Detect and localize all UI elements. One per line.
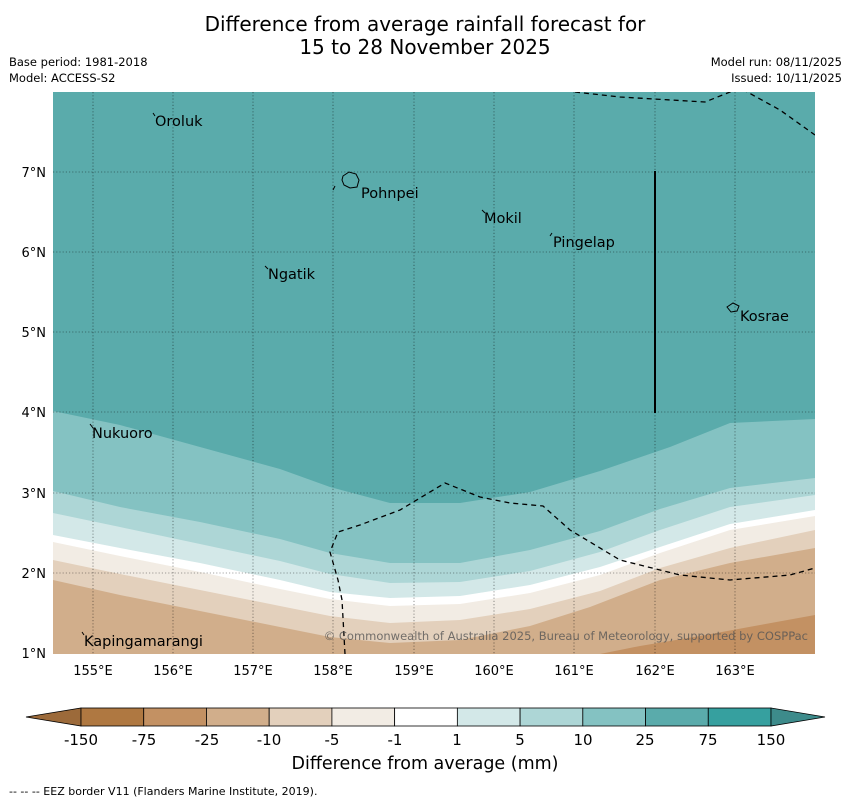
pohnpei-reef-icon: [332, 185, 336, 191]
colorbar-segments: [80, 707, 772, 727]
model-run: Model run: 08/11/2025: [710, 55, 842, 69]
mokil-atoll-mark: [481, 209, 486, 214]
model-name: Model: ACCESS-S2: [9, 71, 116, 85]
eez-borders: [329, 92, 815, 654]
latitude-axis: 7°N 6°N 5°N 4°N 3°N 2°N 1°N: [22, 166, 47, 662]
colorbar-tick-label: 1: [452, 731, 462, 749]
colorbar-title: Difference from average (mm): [291, 754, 559, 774]
base-period: Base period: 1981-2018: [9, 55, 148, 69]
eez-border-south: [329, 482, 815, 654]
colorbar-segment: [519, 707, 584, 727]
kapingamarangi-atoll-mark: [81, 631, 85, 636]
colorbar-segment: [645, 707, 709, 727]
nukuoro-atoll-mark: [89, 423, 94, 429]
lat-label-1: 1°N: [22, 647, 47, 662]
lat-label-5: 5°N: [22, 326, 47, 341]
eez-legend-note: -- -- -- EEZ border V11 (Flanders Marine…: [9, 785, 318, 798]
place-label-oroluk: Oroluk: [155, 114, 203, 130]
colorbar-tick-label: 75: [698, 731, 717, 749]
colorbar-segment: [707, 707, 772, 727]
colorbar-tick-labels: -150 -75 -25 -10 -5 -1 1 5 10 25 75 150: [64, 731, 785, 749]
copyright-notice: © Commonwealth of Australia 2025, Bureau…: [324, 629, 808, 643]
colorbar-segment: [582, 707, 646, 727]
colorbar-tick-label: -1: [388, 731, 403, 749]
ngatik-atoll-mark: [264, 265, 269, 270]
lat-label-3: 3°N: [22, 487, 47, 502]
band-minus75-to-minus25: [600, 615, 815, 654]
pohnpei-island-icon: [341, 171, 360, 189]
colorbar: -150 -75 -25 -10 -5 -1 1 5 10 25 75 150: [25, 707, 826, 749]
place-label-kosrae: Kosrae: [740, 309, 789, 325]
longitude-axis: 155°E 156°E 157°E 158°E 159°E 160°E 161°…: [73, 664, 755, 679]
map-title-line2: 15 to 28 November 2025: [299, 35, 551, 59]
colorbar-segment: [456, 707, 521, 727]
place-label-pohnpei: Pohnpei: [361, 186, 419, 202]
lon-label-157: 157°E: [233, 664, 273, 679]
kosrae-island-icon: [726, 302, 740, 313]
place-label-kapingamarangi: Kapingamarangi: [84, 634, 203, 650]
colorbar-tick-label: -150: [64, 731, 98, 749]
place-label-ngatik: Ngatik: [268, 267, 316, 283]
eez-border-north: [574, 92, 815, 136]
lat-label-7: 7°N: [22, 166, 47, 181]
lon-label-158: 158°E: [313, 664, 353, 679]
colorbar-over-triangle: [770, 707, 826, 727]
colorbar-under-triangle: [25, 707, 82, 727]
meta-right: Model run: 08/11/2025 Issued: 10/11/2025: [711, 54, 842, 86]
lat-label-2: 2°N: [22, 567, 47, 582]
island-outlines: [81, 112, 740, 636]
oroluk-atoll-mark: [152, 112, 156, 117]
map-title: Difference from average rainfall forecas…: [0, 13, 850, 59]
place-label-mokil: Mokil: [484, 211, 522, 227]
issued-date: Issued: 10/11/2025: [731, 71, 842, 85]
colorbar-tick-label: -75: [132, 731, 157, 749]
colorbar-tick-label: -25: [195, 731, 220, 749]
lon-label-159: 159°E: [394, 664, 434, 679]
colorbar-tick-label: 25: [635, 731, 654, 749]
colorbar-segment: [268, 707, 333, 727]
pingelap-atoll-mark: [549, 232, 553, 237]
rainfall-anomaly-field: Oroluk Pohnpei Mokil Pingelap Ngatik Kos…: [53, 92, 815, 654]
lon-label-155: 155°E: [73, 664, 113, 679]
lon-label-162: 162°E: [635, 664, 675, 679]
colorbar-tick-label: -10: [257, 731, 282, 749]
colorbar-tick-label: 150: [757, 731, 786, 749]
colorbar-tick-label: 5: [515, 731, 525, 749]
lon-label-160: 160°E: [474, 664, 514, 679]
colorbar-segment: [394, 707, 458, 727]
colorbar-tick-label: 10: [573, 731, 592, 749]
lat-label-4: 4°N: [22, 406, 47, 421]
map-title-line1: Difference from average rainfall forecas…: [204, 12, 646, 36]
colorbar-segment: [206, 707, 270, 727]
lon-label-163: 163°E: [715, 664, 755, 679]
place-label-pingelap: Pingelap: [553, 235, 615, 251]
place-labels: Oroluk Pohnpei Mokil Pingelap Ngatik Kos…: [84, 114, 789, 650]
colorbar-segment: [80, 707, 145, 727]
colorbar-segment: [143, 707, 207, 727]
lat-label-6: 6°N: [22, 246, 47, 261]
place-label-nukuoro: Nukuoro: [92, 426, 153, 442]
colorbar-tick-label: -5: [325, 731, 340, 749]
lon-label-156: 156°E: [153, 664, 193, 679]
band-minus25-to-minus10: [53, 548, 815, 654]
meta-left: Base period: 1981-2018 Model: ACCESS-S2: [9, 54, 148, 86]
colorbar-segment: [331, 707, 396, 727]
lon-label-161: 161°E: [554, 664, 594, 679]
